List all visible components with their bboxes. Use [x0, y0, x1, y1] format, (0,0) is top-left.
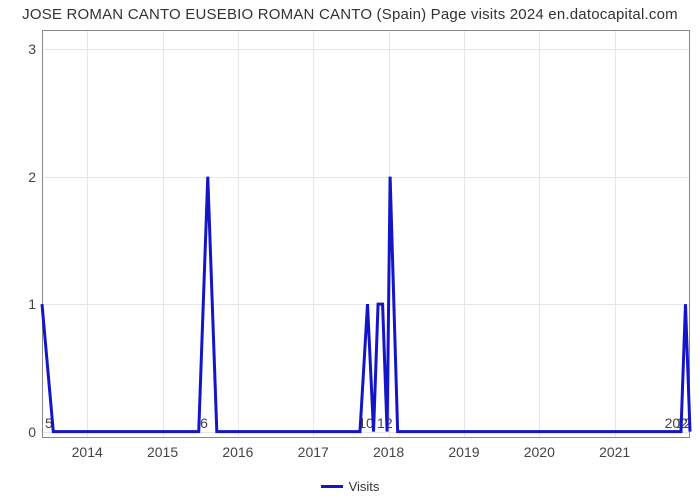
legend-label: Visits — [349, 479, 380, 494]
legend-swatch — [321, 485, 343, 488]
series-line-visits — [42, 177, 690, 432]
x-tick-label: 2018 — [373, 444, 404, 460]
y-tick-label: 3 — [28, 41, 36, 57]
x-tick-label: 2014 — [72, 444, 103, 460]
x-tick-label: 2017 — [298, 444, 329, 460]
y-tick-label: 1 — [28, 296, 36, 312]
y-tick-label: 0 — [28, 424, 36, 440]
x-tick-label: 2021 — [599, 444, 630, 460]
x-tick-label: 2015 — [147, 444, 178, 460]
x-tick-label: 2016 — [222, 444, 253, 460]
y-tick-label: 2 — [28, 169, 36, 185]
chart-title: JOSE ROMAN CANTO EUSEBIO ROMAN CANTO (Sp… — [0, 6, 700, 23]
x-tick-label: 2019 — [448, 444, 479, 460]
chart-container: JOSE ROMAN CANTO EUSEBIO ROMAN CANTO (Sp… — [0, 0, 700, 500]
plot-area: 0123201420152016201720182019202020215202… — [42, 30, 690, 438]
legend: Visits — [0, 479, 700, 494]
series-svg — [42, 30, 690, 438]
x-tick-label: 2020 — [524, 444, 555, 460]
